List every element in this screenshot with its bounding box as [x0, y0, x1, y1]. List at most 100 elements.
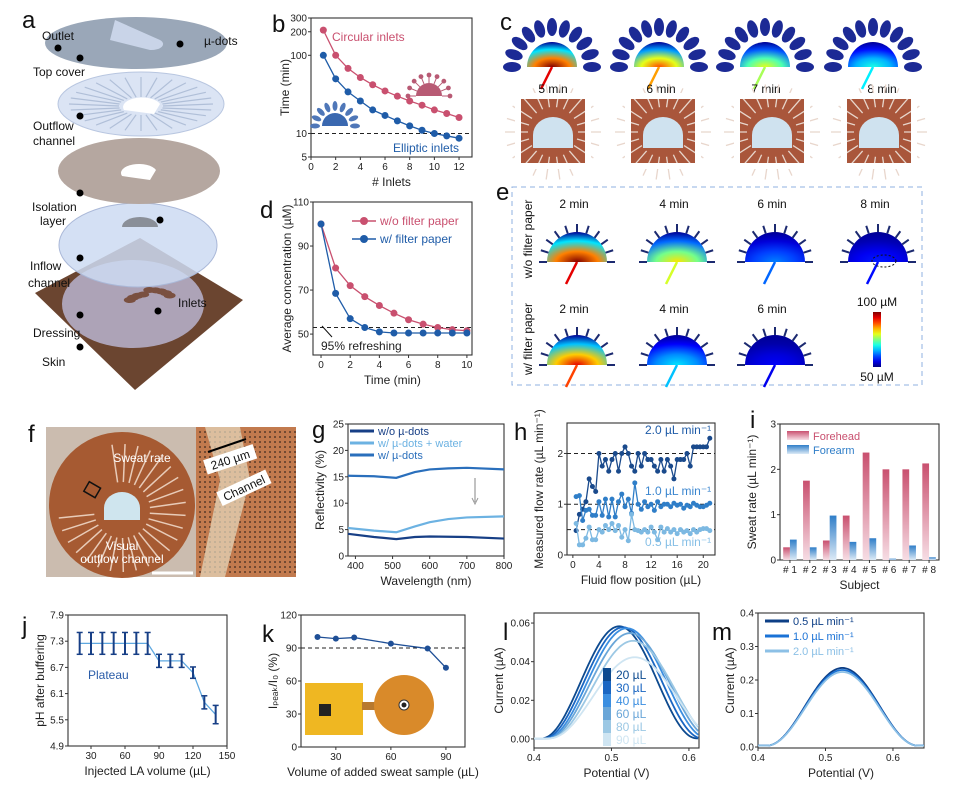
micro-dot [204, 481, 206, 483]
micro-dot [284, 521, 286, 523]
micro-dot [204, 536, 206, 538]
legend-label: Forehead [813, 431, 860, 443]
sweat-rate-channel [142, 528, 171, 552]
layer-label: channel [28, 276, 70, 290]
data-point [580, 517, 586, 523]
micro-dot [199, 441, 201, 443]
micro-dot [254, 511, 256, 513]
micro-dot [199, 556, 201, 558]
panel-letter: g [312, 417, 325, 444]
data-point [424, 645, 431, 652]
micro-dot [284, 456, 286, 458]
series-curve [534, 632, 699, 740]
micro-dot [249, 506, 251, 508]
x-tick-label: 4 [358, 162, 364, 173]
series-d-1 [317, 220, 471, 337]
y-tick-label: 0 [291, 743, 297, 754]
legend-swatch [787, 431, 809, 440]
micro-dot [259, 546, 261, 548]
micro-dot [279, 461, 281, 463]
colorbar-max-label: 100 µM [857, 295, 897, 309]
micro-dot [274, 446, 276, 448]
micro-dot [199, 456, 201, 458]
micro-dot [259, 526, 261, 528]
inlet-circle [405, 93, 411, 99]
inlet-spike [841, 249, 850, 254]
y-tick-label: 0.00 [511, 734, 531, 745]
y-axis-label: pH after buffering [33, 634, 47, 727]
inlet-ellipse [826, 49, 844, 61]
micro-dot [289, 456, 291, 458]
outflow-channel-line [158, 86, 198, 101]
micro-dot [294, 451, 296, 453]
inlet-spike [585, 328, 590, 337]
inlet-ellipse [855, 20, 867, 38]
data-point [645, 529, 651, 535]
micro-dot [199, 451, 201, 453]
outlet-channel [539, 66, 554, 90]
y-tick-label: 200 [290, 27, 307, 38]
inlet-spike [593, 230, 601, 239]
micro-dot [209, 456, 211, 458]
y-tick-label: 3 [770, 420, 776, 431]
data-point [609, 496, 615, 502]
chart-k: k 30 60 90 0 30 60 90 120 Volume of added sweat s… [262, 611, 479, 780]
inlet-circle [441, 78, 447, 84]
micro-dot [259, 571, 261, 573]
data-point [612, 514, 618, 520]
legend-swatch [603, 720, 611, 733]
data-point [583, 499, 589, 505]
sweat-rate-channel [111, 444, 119, 483]
data-point [448, 329, 456, 337]
micro-dot [204, 531, 206, 533]
x-tick-label: 8 [407, 162, 413, 173]
inlet-ellipse [576, 36, 593, 51]
data-point [687, 463, 693, 469]
y-tick-label: 0.4 [740, 609, 754, 620]
chamber-heatmap [848, 232, 908, 262]
micro-dot [269, 566, 271, 568]
micro-dot [244, 521, 246, 523]
micro-dot [289, 526, 291, 528]
x-tick-label: 4 [596, 560, 602, 571]
x-tick-label: 700 [459, 561, 476, 572]
layer-label: Inlets [178, 296, 207, 310]
micro-dot [284, 466, 286, 468]
sweat-rate-channel [149, 501, 186, 509]
micro-dot [244, 431, 246, 433]
layer-label: Inflow [30, 259, 62, 273]
bar [882, 469, 890, 560]
data-point [681, 505, 687, 511]
inlet-spike [600, 238, 609, 246]
inlet-spike [605, 352, 614, 357]
x-tick-label: # 7 [902, 565, 916, 576]
micro-dot [274, 441, 276, 443]
micro-dot [249, 466, 251, 468]
micro-dot [249, 531, 251, 533]
x-tick-label: 12 [453, 162, 465, 173]
data-point [655, 499, 661, 505]
inlet-ellipse [897, 36, 914, 51]
micro-dot [264, 431, 266, 433]
data-point [361, 323, 369, 331]
photo-frame [734, 93, 810, 169]
inlet-spike [803, 352, 812, 357]
x-tick-label: 10 [429, 162, 441, 173]
data-point [677, 501, 683, 507]
y-axis-label: Measured flow rate (µL min⁻¹) [532, 409, 546, 569]
panel-letter: i [750, 407, 755, 434]
y-tick-label: 100 [290, 51, 307, 62]
micro-dot [289, 571, 291, 573]
micro-dot [209, 446, 211, 448]
micro-dot [259, 501, 261, 503]
inlet-stem [433, 78, 437, 85]
micro-dot [294, 471, 296, 473]
series-b-1 [319, 51, 463, 142]
micro-dot [294, 441, 296, 443]
series-line [347, 532, 505, 541]
micro-dot [269, 486, 271, 488]
micro-dot [199, 486, 201, 488]
y-tick-label: 90 [298, 242, 310, 253]
micro-dot [234, 561, 236, 563]
micro-dot [209, 481, 211, 483]
